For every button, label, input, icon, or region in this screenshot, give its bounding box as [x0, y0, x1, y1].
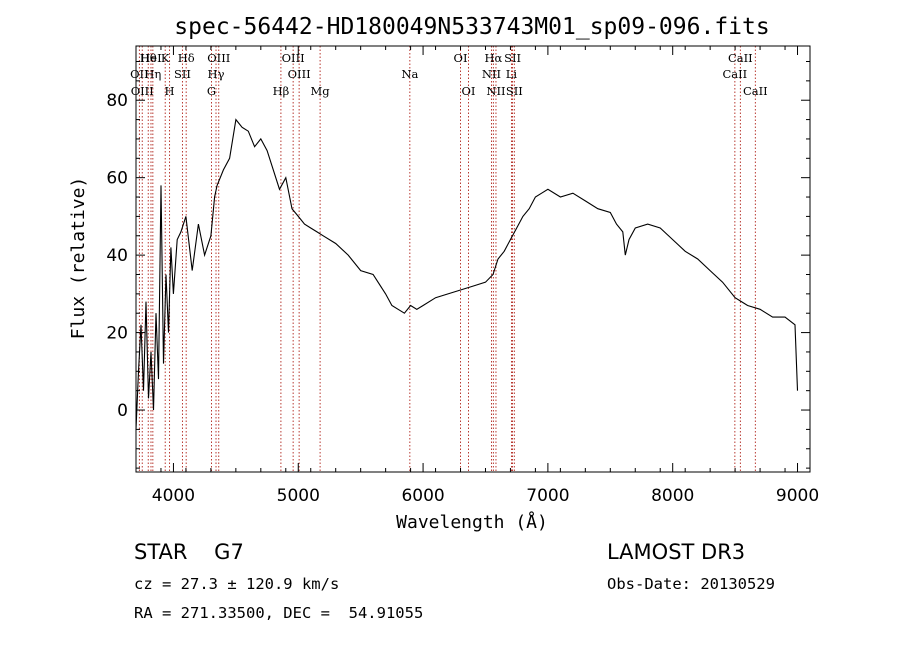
emission-line-label: OIII: [288, 67, 311, 81]
emission-line-label: Hη: [144, 67, 161, 81]
y-axis: 0 20 40 60 80: [106, 60, 810, 469]
emission-line-label: HeI: [140, 51, 161, 65]
y-tick-label: 20: [106, 324, 128, 344]
emission-line-label: Na: [401, 67, 418, 81]
emission-line-label: OII: [130, 67, 149, 81]
emission-line-label: Hα: [484, 51, 502, 65]
emission-line-label: SII: [506, 84, 523, 98]
x-tick-label: 5000: [277, 486, 320, 506]
emission-line-label: CaII: [722, 67, 747, 81]
emission-line-label: Mg: [311, 84, 331, 98]
plot-frame: [135, 45, 811, 473]
x-tick-label: 8000: [651, 486, 694, 506]
x-tick-label: 6000: [401, 486, 444, 506]
emission-line-label: OI: [462, 84, 476, 98]
x-axis: 4000 5000 6000 7000 8000 9000: [135, 46, 819, 506]
redshift-velocity: cz = 27.3 ± 120.9 km/s: [134, 575, 340, 593]
x-tick-label: 7000: [526, 486, 569, 506]
flux-series-line: [135, 118, 799, 430]
emission-line-label: Hθ: [140, 51, 157, 65]
emission-line-label: G: [207, 84, 216, 98]
emission-line-label: CaII: [743, 84, 768, 98]
emission-line-label: NII: [486, 84, 505, 98]
emission-line-label: SII: [174, 67, 191, 81]
x-tick-label: 4000: [152, 486, 195, 506]
y-tick-label: 0: [117, 401, 128, 421]
emission-line-label: CaII: [728, 51, 753, 65]
emission-line-label: OIII: [131, 84, 154, 98]
survey-name: LAMOST DR3: [607, 540, 746, 564]
emission-line-label: SII: [504, 51, 521, 65]
x-tick-label: 9000: [776, 486, 819, 506]
emission-line-label: NII: [482, 67, 501, 81]
emission-line-label: K: [161, 51, 170, 65]
y-axis-label: Flux (relative): [68, 177, 89, 340]
y-tick-label: 60: [106, 169, 128, 189]
emission-line-markers: [138, 46, 756, 472]
emission-line-label: Hβ: [273, 84, 290, 98]
emission-line-label: Hδ: [178, 51, 195, 65]
chart-title: spec-56442-HD180049N533743M01_sp09-096.f…: [174, 14, 769, 40]
y-tick-label: 40: [106, 246, 128, 266]
y-tick-label: 80: [106, 91, 128, 111]
object-class: STAR G7: [134, 540, 244, 564]
emission-line-label: H: [165, 84, 175, 98]
coordinates: RA = 271.33500, DEC = 54.91055: [134, 604, 424, 622]
emission-line-label: OIII: [207, 51, 230, 65]
emission-line-label: OI: [454, 51, 468, 65]
observation-date: Obs-Date: 20130529: [607, 575, 775, 593]
emission-line-label: Li: [506, 67, 518, 81]
x-axis-label: Wavelength (Å): [396, 511, 548, 533]
emission-line-label: Hγ: [208, 67, 225, 81]
emission-line-label: OIII: [282, 51, 305, 65]
